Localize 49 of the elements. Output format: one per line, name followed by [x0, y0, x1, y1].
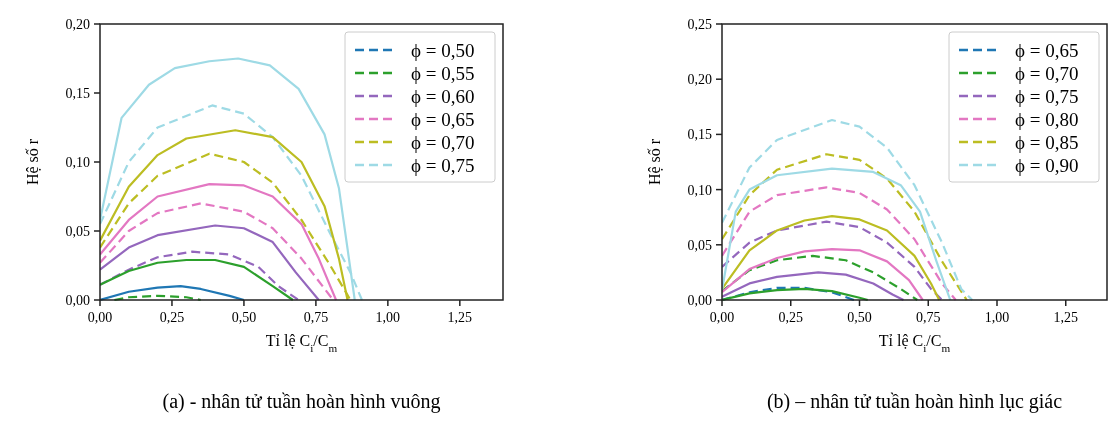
y-tick-label: 0,10 — [65, 154, 90, 170]
legend-label: ϕ = 0,75 — [1015, 85, 1079, 107]
legend-label: ϕ = 0,80 — [1015, 108, 1079, 130]
x-tick-label: 1,00 — [375, 310, 401, 325]
legend-label: ϕ = 0,65 — [1015, 39, 1079, 61]
legend-label: ϕ = 0,60 — [411, 85, 475, 107]
x-tick-label: 0,25 — [159, 310, 185, 325]
y-tick-label: 0,00 — [65, 292, 90, 308]
legend-label: ϕ = 0,50 — [411, 39, 475, 61]
x-axis-title: Tỉ lệ C$_{i}$/C$_{m}$ — [265, 332, 338, 354]
x-tick-label: 0,00 — [87, 310, 113, 325]
legend-label: ϕ = 0,65 — [411, 108, 475, 130]
line-series — [100, 224, 320, 302]
line-series — [100, 285, 246, 302]
y-tick-label: 0,15 — [687, 127, 712, 143]
line-series — [722, 186, 957, 302]
line-series — [722, 153, 968, 302]
y-tick-label: 0,15 — [65, 85, 90, 101]
x-tick-label: 0,25 — [778, 310, 803, 325]
y-tick-label: 0,05 — [65, 223, 90, 239]
legend-label: ϕ = 0,75 — [411, 154, 475, 176]
x-tick-label: 0,50 — [847, 310, 872, 325]
line-series — [722, 271, 905, 302]
x-tick-label: 0,75 — [303, 310, 329, 325]
y-tick-label: 0,25 — [687, 16, 712, 32]
x-tick-label: 0,00 — [709, 310, 735, 325]
text: (a) - nhân tử tuần hoàn hình vuông — [162, 390, 441, 413]
y-axis-title: Hệ số r — [646, 138, 663, 186]
line-series — [100, 258, 294, 302]
y-tick-label: 0,20 — [687, 72, 712, 88]
text: (b) – nhân tử tuần hoàn hình lục giác — [766, 390, 1063, 413]
x-tick-label: 1,00 — [984, 310, 1010, 325]
x-tick-label: 1,25 — [1053, 310, 1078, 325]
y-tick-label: 0,00 — [687, 292, 712, 308]
x-tick-label: 0,50 — [231, 310, 257, 325]
legend-label: ϕ = 0,85 — [1015, 131, 1079, 153]
y-tick-label: 0,05 — [687, 237, 712, 253]
y-tick-label: 0,10 — [687, 182, 712, 198]
x-tick-label: 0,75 — [916, 310, 941, 325]
line-series — [722, 118, 974, 302]
x-axis-title: Tỉ lệ C$_{i}$/C$_{m}$ — [878, 332, 951, 354]
y-tick-label: 0,20 — [65, 16, 90, 32]
legend-label: ϕ = 0,55 — [411, 62, 475, 84]
legend-label: ϕ = 0,70 — [411, 131, 475, 153]
line-series — [722, 167, 952, 302]
x-tick-label: 1,25 — [447, 310, 473, 325]
legend-label: ϕ = 0,90 — [1015, 154, 1079, 176]
legend-label: ϕ = 0,70 — [1015, 62, 1079, 84]
y-axis-title: Hệ số r — [24, 138, 41, 186]
